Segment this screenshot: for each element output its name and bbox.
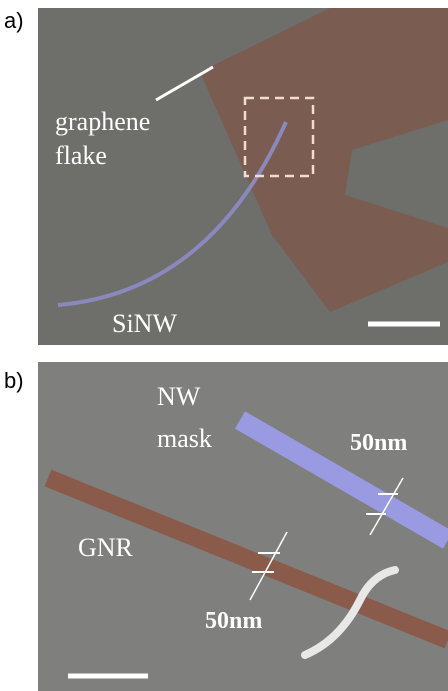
annotation: graphene <box>55 107 150 136</box>
figure: a) graphene flake SiNW b) NW mask 50nm G… <box>0 0 448 691</box>
panel-label: b) <box>4 368 24 393</box>
annotation: NW <box>157 382 201 411</box>
annotation: mask <box>157 424 212 453</box>
page: a) graphene flake SiNW b) NW mask 50nm G… <box>0 0 448 691</box>
annotation: GNR <box>78 533 134 562</box>
annotation: 50nm <box>205 608 262 634</box>
annotation: SiNW <box>112 309 177 338</box>
annotation: 50nm <box>350 430 407 456</box>
annotation: flake <box>55 141 107 170</box>
micrograph <box>38 362 448 691</box>
panel-label: a) <box>4 8 24 33</box>
